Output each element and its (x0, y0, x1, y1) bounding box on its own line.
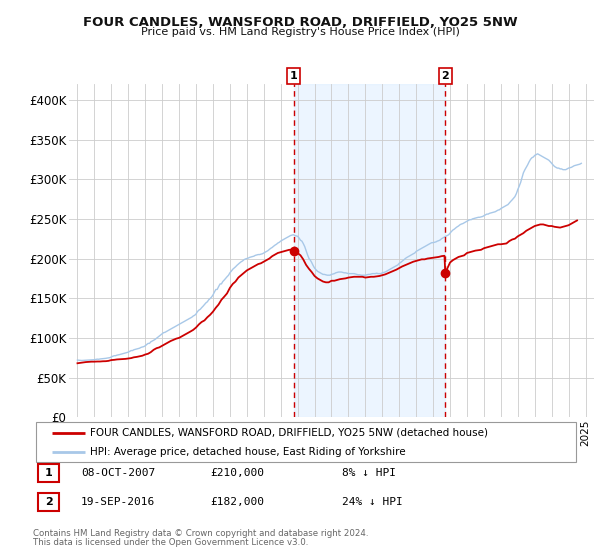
Text: FOUR CANDLES, WANSFORD ROAD, DRIFFIELD, YO25 5NW (detached house): FOUR CANDLES, WANSFORD ROAD, DRIFFIELD, … (90, 428, 488, 438)
Text: HPI: Average price, detached house, East Riding of Yorkshire: HPI: Average price, detached house, East… (90, 447, 406, 457)
Text: 2: 2 (442, 71, 449, 81)
Bar (294, 84, 445, 417)
Text: 1: 1 (45, 468, 52, 478)
Text: FOUR CANDLES, WANSFORD ROAD, DRIFFIELD, YO25 5NW: FOUR CANDLES, WANSFORD ROAD, DRIFFIELD, … (83, 16, 517, 29)
Text: £182,000: £182,000 (210, 497, 264, 507)
Text: £210,000: £210,000 (210, 468, 264, 478)
Text: 08-OCT-2007: 08-OCT-2007 (81, 468, 155, 478)
Text: 1: 1 (290, 71, 298, 81)
Text: 2: 2 (45, 497, 52, 507)
Text: Contains HM Land Registry data © Crown copyright and database right 2024.: Contains HM Land Registry data © Crown c… (33, 530, 368, 539)
Text: 19-SEP-2016: 19-SEP-2016 (81, 497, 155, 507)
Text: This data is licensed under the Open Government Licence v3.0.: This data is licensed under the Open Gov… (33, 539, 308, 548)
Text: 8% ↓ HPI: 8% ↓ HPI (342, 468, 396, 478)
Text: Price paid vs. HM Land Registry's House Price Index (HPI): Price paid vs. HM Land Registry's House … (140, 27, 460, 37)
Text: 24% ↓ HPI: 24% ↓ HPI (342, 497, 403, 507)
